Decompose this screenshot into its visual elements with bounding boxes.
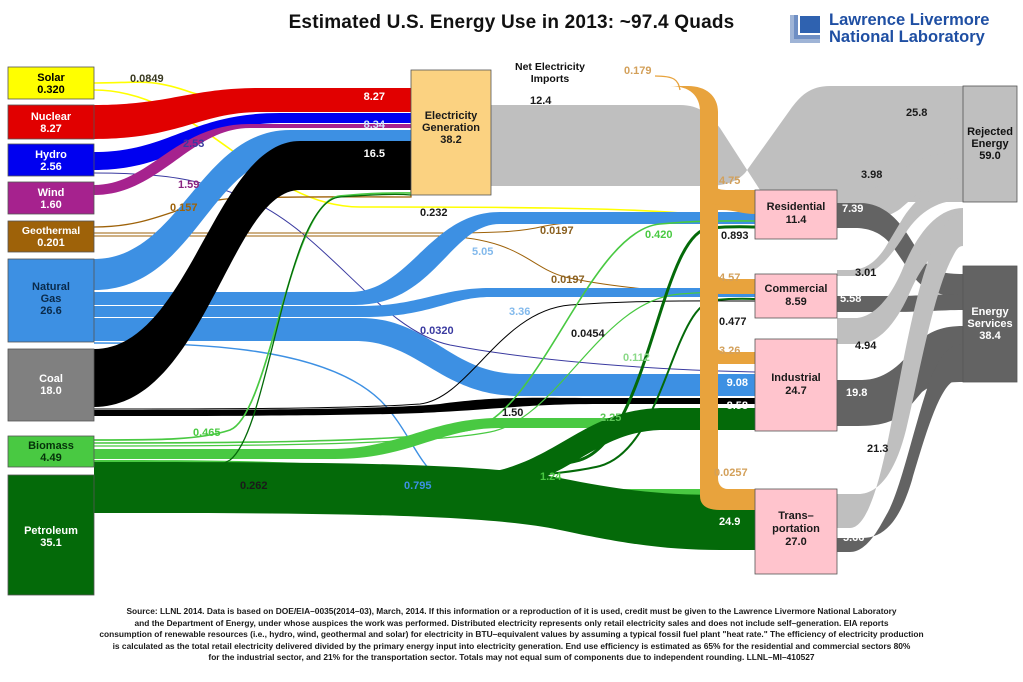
flow-biomass-to-residential: [93, 220, 756, 444]
llnl-logo-mark: [790, 15, 820, 43]
flow-label-petroleum-residential: 0.893: [721, 230, 749, 242]
footnote-line-2: and the Department of Energy, under whos…: [134, 617, 889, 628]
footnote-line-4: is calculated as the total retail electr…: [112, 640, 911, 651]
node-coal[interactable]: Coal 18.0: [7, 348, 95, 422]
footnote-line-5: for the industrial sector, and 21% for t…: [208, 652, 815, 663]
flow-coal-to-industrial: [94, 397, 755, 416]
net-imports-label-1: Net Electricity: [515, 61, 585, 73]
node-commercial[interactable]: Commercial 8.59: [754, 273, 838, 319]
llnl-logo-line1: Lawrence Livermore: [829, 11, 990, 30]
flow-residential-to-rejected: [837, 152, 963, 220]
flow-net-imports-to-electricity: [654, 75, 681, 91]
annotation-net-electricity-imports: Net Electricity Imports: [515, 61, 585, 85]
flow-commercial-to-rejected: [837, 182, 963, 276]
flow-label-naturalgas-commercial: 3.36: [509, 306, 530, 318]
footnote-line-3: consumption of renewable resources (i.e.…: [99, 629, 924, 640]
net-imports-label-2: Imports: [531, 73, 570, 85]
flow-electricity-to-residential-bend: [700, 182, 755, 205]
node-electricity-generation[interactable]: Electricity Generation 38.2: [410, 69, 492, 196]
flow-label-hydro-industrial: 0.0320: [420, 325, 454, 337]
flow-petroleum-to-industrial: [94, 408, 755, 510]
node-residential[interactable]: Residential 11.4: [754, 189, 838, 240]
flow-naturalgas-to-residential: [94, 212, 755, 305]
flow-naturalgas-to-commercial: [94, 288, 755, 317]
flow-coal-to-commercial: [93, 300, 756, 410]
node-nuclear[interactable]: Nuclear 8.27: [7, 104, 95, 140]
flow-biomass-to-electricity: [93, 192, 412, 441]
page-title-text: Estimated U.S. Energy Use in 2013: ~97.4…: [288, 12, 735, 33]
flow-wind-to-electricity: [94, 124, 411, 195]
flow-transportation-to-rejected: [837, 212, 963, 528]
flow-electricity-to-rejected: [491, 86, 963, 202]
node-industrial[interactable]: Industrial 24.7: [754, 338, 838, 432]
footnote-line-1: Source: LLNL 2014. Data is based on DOE/…: [126, 606, 897, 616]
llnl-logo-text: Lawrence Livermore National Laboratory: [829, 12, 990, 46]
node-natural-gas[interactable]: Natural Gas 26.6: [7, 258, 95, 343]
page-title: Estimated U.S. Energy Use in 2013: ~97.4…: [0, 12, 1023, 34]
node-transportation[interactable]: Trans– portation 27.0: [754, 488, 838, 575]
llnl-logo-line2: National Laboratory: [829, 28, 985, 46]
flow-nuclear-to-electricity: [94, 88, 411, 139]
flow-coal-to-electricity: [94, 141, 411, 407]
node-rejected-energy[interactable]: Rejected Energy 59.0: [962, 85, 1018, 203]
flow-label-biomass-residential: 0.420: [645, 229, 673, 241]
flow-petroleum-to-transportation: [94, 462, 755, 550]
node-solar[interactable]: Solar 0.320: [7, 66, 95, 100]
flow-label-coal-commercial: 0.0454: [571, 328, 606, 340]
flow-label-geothermal-residential: 0.0197: [540, 225, 574, 237]
flow-label-net-imports: 0.179: [624, 65, 652, 77]
flow-industrial-to-services: [837, 326, 963, 426]
llnl-logo: Lawrence Livermore National Laboratory: [788, 8, 1016, 50]
flow-biomass-to-industrial: [94, 418, 755, 459]
node-geothermal[interactable]: Geothermal 0.201: [7, 220, 95, 253]
node-wind[interactable]: Wind 1.60: [7, 181, 95, 215]
flow-naturalgas-to-electricity: [94, 130, 411, 290]
flow-label-naturalgas-residential: 5.05: [472, 246, 493, 258]
flow-label-petroleum-commercial: 0.477: [719, 316, 747, 328]
node-petroleum[interactable]: Petroleum 35.1: [7, 474, 95, 596]
flow-ribbons: [93, 75, 963, 552]
flow-biomass-to-commercial: [93, 291, 756, 447]
flow-industrial-to-rejected: [837, 208, 963, 344]
flow-electricity-to-commercial: [700, 270, 755, 294]
node-energy-services[interactable]: Energy Services 38.4: [962, 265, 1018, 383]
node-biomass[interactable]: Biomass 4.49: [7, 435, 95, 468]
node-hydro[interactable]: Hydro 2.56: [7, 143, 95, 177]
flow-electricity-to-industrial: [700, 344, 755, 364]
source-footnote: Source: LLNL 2014. Data is based on DOE/…: [28, 606, 995, 664]
flow-label-electricity-transportation: 0.0257: [714, 467, 748, 479]
flow-electricity-to-sectors-trunk: [491, 86, 755, 510]
flow-label-solar-residential: 0.232: [420, 207, 448, 219]
flow-naturalgas-to-industrial: [94, 318, 755, 396]
flow-transportation-to-services: [837, 344, 963, 552]
